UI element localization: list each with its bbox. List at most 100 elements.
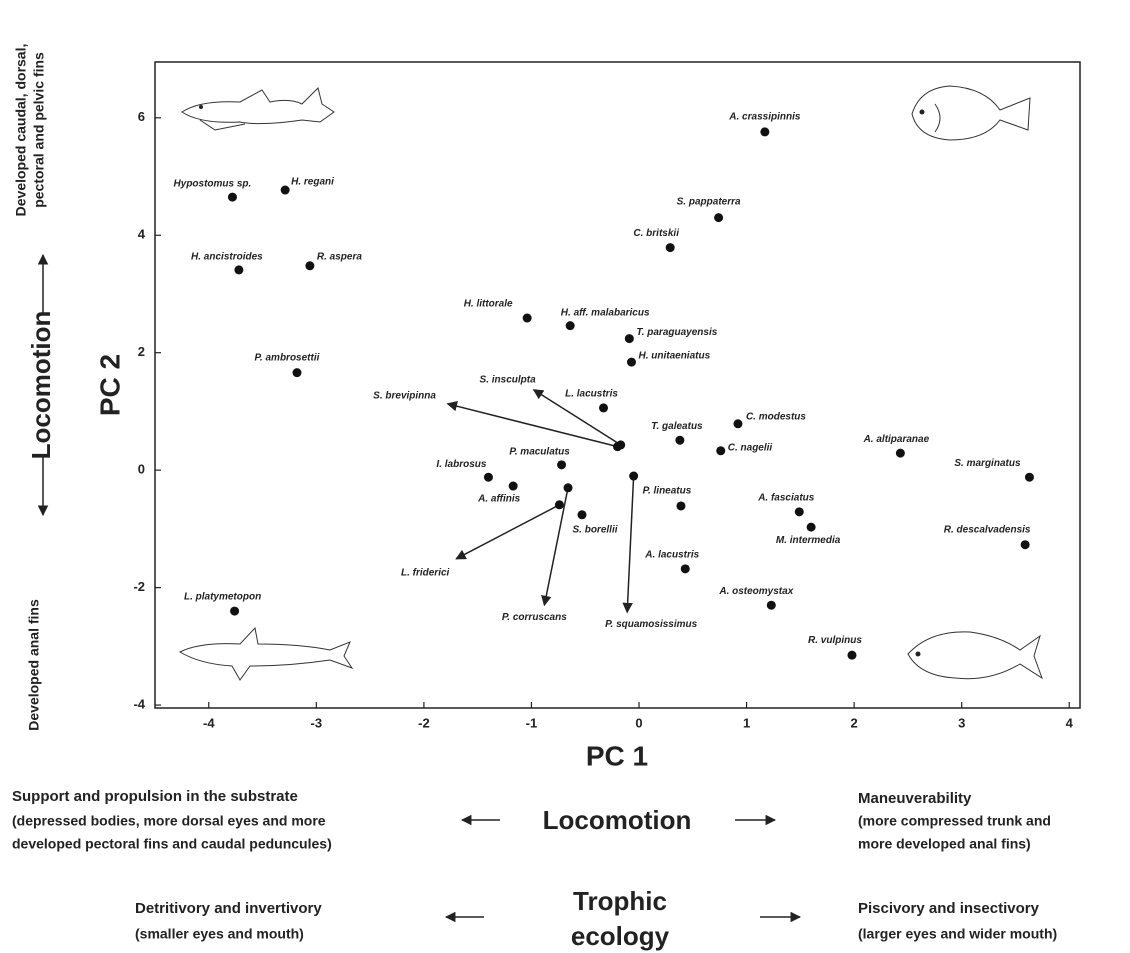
- y-tick-label: 4: [138, 227, 146, 242]
- point: [599, 403, 608, 412]
- point: [807, 523, 816, 532]
- point: [1025, 473, 1034, 482]
- arrow-origin: [616, 440, 625, 449]
- footer-text: (more compressed trunk and: [858, 813, 1051, 829]
- footer-text: Detritivory and invertivory: [135, 900, 322, 917]
- point-label: S. pappaterra: [677, 196, 741, 207]
- footer-text: (larger eyes and wider mouth): [858, 926, 1057, 942]
- x-tick-label: -3: [311, 715, 323, 730]
- point: [305, 261, 314, 270]
- point: [566, 321, 575, 330]
- point-label: R. vulpinus: [808, 635, 862, 646]
- point: [509, 482, 518, 491]
- point: [1021, 540, 1030, 549]
- x-tick-label: 0: [635, 715, 642, 730]
- point-label: C. nagelii: [728, 442, 773, 453]
- fish-icon: [908, 632, 1042, 679]
- point-label: P. ambrosettii: [255, 352, 320, 363]
- point-label: A. altiparanae: [863, 434, 930, 445]
- x-tick-label: -1: [526, 715, 538, 730]
- footer-text: Maneuverability: [858, 790, 972, 807]
- point-label: A. lacustris: [644, 549, 699, 560]
- point-label: L. platymetopon: [184, 592, 261, 603]
- point: [234, 265, 243, 274]
- y-tick-label: -4: [133, 697, 145, 712]
- point-label: A. crassipinnis: [728, 112, 801, 123]
- y-top-note: pectoral and pelvic fins: [31, 52, 47, 208]
- y-top-note: Developed caudal, dorsal,: [13, 44, 29, 217]
- y-tick-label: 6: [138, 109, 145, 124]
- point: [230, 607, 239, 616]
- point: [675, 436, 684, 445]
- arrow-label: S. brevipinna: [373, 390, 436, 401]
- arrow-label: L. friderici: [401, 567, 450, 578]
- point: [676, 501, 685, 510]
- footer-text: Piscivory and insectivory: [858, 900, 1040, 917]
- point: [681, 564, 690, 573]
- point-label: P. maculatus: [509, 447, 570, 458]
- footer-heading: ecology: [571, 921, 670, 951]
- fish-icon: [182, 88, 334, 130]
- point-label: R. descalvadensis: [944, 524, 1031, 535]
- point-label: A. affinis: [477, 494, 520, 505]
- point: [666, 243, 675, 252]
- point: [716, 446, 725, 455]
- footer-text: Support and propulsion in the substrate: [12, 788, 298, 805]
- point: [228, 193, 237, 202]
- point: [484, 473, 493, 482]
- point: [733, 419, 742, 428]
- point-label: C. modestus: [746, 411, 806, 422]
- y-tick-label: 2: [138, 344, 145, 359]
- footer-heading: Trophic: [573, 886, 667, 916]
- point-label: M. intermedia: [776, 535, 841, 546]
- point: [578, 510, 587, 519]
- point-label: A. fasciatus: [757, 492, 815, 503]
- point-label: L. lacustris: [565, 389, 618, 400]
- footer-text: (smaller eyes and mouth): [135, 926, 304, 942]
- point: [767, 601, 776, 610]
- point: [625, 334, 634, 343]
- x-tick-label: 3: [958, 715, 965, 730]
- point-label: C. britskii: [633, 228, 679, 239]
- plot-frame: [155, 62, 1080, 708]
- point-label: H. unitaeniatus: [638, 351, 710, 362]
- footer-heading: Locomotion: [543, 805, 692, 835]
- x-tick-label: -2: [418, 715, 430, 730]
- point: [627, 358, 636, 367]
- point: [557, 460, 566, 469]
- shift-arrow: [448, 404, 618, 447]
- arrow-label: S. insculpta: [480, 374, 537, 385]
- x-tick-label: 4: [1066, 715, 1074, 730]
- point-label: P. lineatus: [643, 486, 692, 497]
- x-axis-title: PC 1: [586, 740, 648, 771]
- point: [714, 213, 723, 222]
- y-axis-title: PC 2: [94, 354, 125, 416]
- arrow-origin: [555, 500, 564, 509]
- point-label: H. littorale: [464, 299, 513, 310]
- point-label: T. paraguayensis: [636, 327, 717, 338]
- point-label: T. galeatus: [651, 421, 703, 432]
- arrow-origin: [629, 472, 638, 481]
- y-tick-label: 0: [138, 462, 145, 477]
- x-tick-label: 1: [743, 715, 750, 730]
- page: PC 1 PC 2 Locomotion Developed caudal, d…: [0, 0, 1130, 953]
- footer-text: (depressed bodies, more dorsal eyes and …: [12, 813, 326, 829]
- point-label: H. ancistroides: [191, 252, 263, 263]
- x-tick-label: 2: [851, 715, 858, 730]
- arrow-label: P. corruscans: [502, 612, 567, 623]
- point: [523, 314, 532, 323]
- point-label: H. regani: [291, 177, 334, 188]
- point-label: A. osteomystax: [718, 586, 793, 597]
- fish-icon: [912, 86, 1030, 140]
- y-bottom-note: Developed anal fins: [26, 599, 42, 731]
- footer-text: developed pectoral fins and caudal pedun…: [12, 836, 332, 852]
- point-label: Hypostomus sp.: [174, 179, 252, 190]
- fish-icon: [180, 628, 352, 680]
- point: [760, 127, 769, 136]
- shift-arrow: [627, 476, 633, 612]
- arrow-label: P. squamosissimus: [605, 619, 698, 630]
- point: [292, 368, 301, 377]
- point-label: H. aff. malabaricus: [561, 307, 650, 318]
- arrow-origin: [564, 483, 573, 492]
- point-label: I. labrosus: [436, 459, 486, 470]
